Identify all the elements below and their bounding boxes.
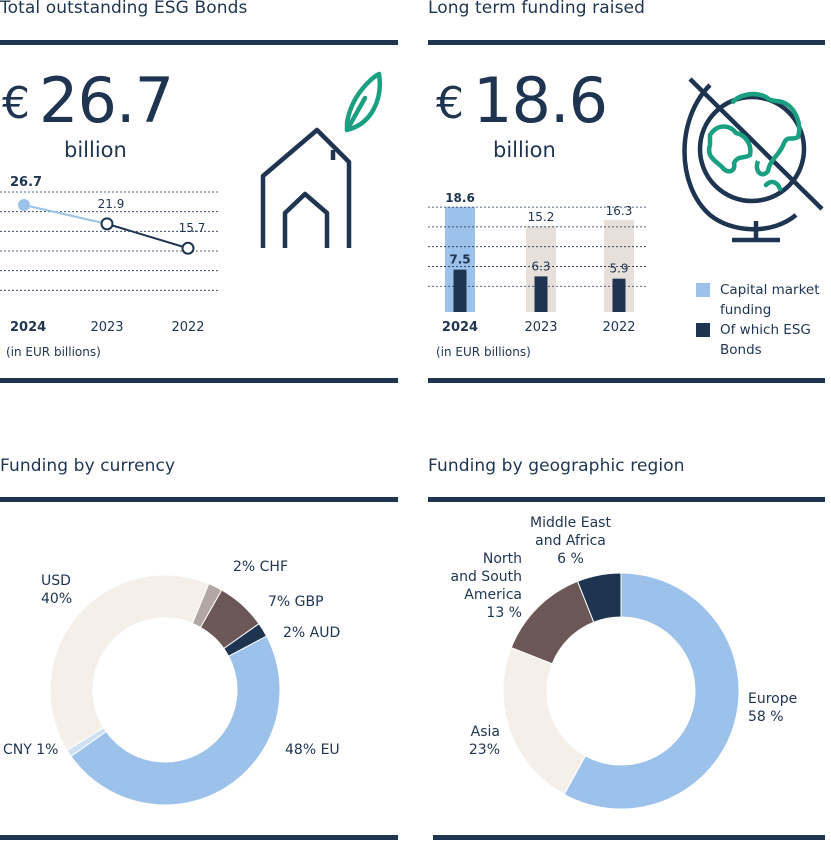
currency-label-eu: 48% EU bbox=[285, 742, 340, 758]
currency-slice-eu bbox=[70, 635, 281, 806]
legend-label-esg-bonds: Of which ESG Bonds bbox=[720, 322, 811, 358]
region-slice-middle-east-and-africa bbox=[576, 572, 622, 623]
funding-bar-esg bbox=[534, 276, 548, 312]
funding-bar-chart: 18.6 15.2 16.3 7.5 6.3 5.9 2024 2023 2022 bbox=[428, 191, 648, 335]
funding-unit: billion bbox=[493, 138, 556, 162]
esg-bonds-bottom-rule bbox=[0, 378, 398, 383]
funding-top-rule bbox=[428, 40, 825, 45]
lbl-amer-line: 13 % bbox=[486, 605, 522, 621]
lbl-asia-line: Asia bbox=[470, 724, 500, 740]
esg-bonds-currency: € bbox=[2, 78, 30, 129]
funding-bar-esg bbox=[453, 269, 467, 312]
funding-units-note: (in EUR billions) bbox=[436, 345, 531, 359]
esg-x-tick-label: 2023 bbox=[90, 320, 123, 335]
currency-label-usd-value: 40% bbox=[41, 591, 73, 607]
region-bottom-rule bbox=[433, 835, 825, 840]
funding-bar-label-capital: 16.3 bbox=[606, 204, 633, 218]
funding-x-tick-label: 2024 bbox=[442, 320, 478, 335]
esg-point bbox=[18, 198, 30, 211]
legend-item-esg-bonds: Of which ESG Bonds bbox=[696, 320, 831, 360]
esg-bonds-headline: €26.7 bbox=[2, 70, 174, 132]
funding-x-tick-label: 2022 bbox=[602, 320, 635, 335]
currency-slice-usd bbox=[49, 574, 210, 751]
region-label-asia: Asia 23% bbox=[440, 723, 500, 759]
esg-line-segment bbox=[106, 222, 189, 250]
funding-headline: €18.6 bbox=[436, 70, 608, 132]
lbl-eur-line: 58 % bbox=[748, 709, 784, 725]
region-slice-europe bbox=[563, 572, 740, 810]
esg-x-tick-label: 2022 bbox=[171, 320, 204, 335]
esg-point bbox=[181, 241, 195, 255]
legend-swatch-capital-market bbox=[696, 283, 710, 297]
currency-label-usd: USD 40% bbox=[41, 572, 72, 608]
house-leaf-icon bbox=[260, 71, 382, 248]
lbl-amer-line: America bbox=[464, 587, 522, 603]
funding-currency: € bbox=[436, 78, 464, 129]
funding-title: Long term funding raised bbox=[428, 0, 645, 18]
currency-slice-aud bbox=[223, 623, 268, 657]
funding-bar-label-esg: 6.3 bbox=[531, 259, 550, 273]
legend-swatch-esg-bonds bbox=[696, 323, 710, 337]
lbl-mea-line: Middle East bbox=[530, 515, 611, 531]
region-slice-north-and-south-america bbox=[510, 580, 595, 665]
region-slice-asia bbox=[502, 646, 587, 796]
esg-data-label: 21.9 bbox=[98, 197, 125, 211]
funding-bottom-rule bbox=[428, 378, 825, 383]
currency-title: Funding by currency bbox=[0, 456, 176, 476]
legend-item-capital-market: Capital market funding bbox=[696, 280, 831, 320]
funding-bar-label-capital: 15.2 bbox=[528, 210, 555, 224]
currency-label-usd-name: USD bbox=[41, 573, 71, 589]
esg-x-tick-label: 2024 bbox=[10, 320, 46, 335]
globe-icon bbox=[682, 77, 824, 243]
region-donut-chart bbox=[502, 572, 740, 810]
legend-label-capital-market: Capital market funding bbox=[720, 282, 820, 318]
currency-label-cny: CNY 1% bbox=[3, 742, 59, 758]
funding-bar-label-esg: 7.5 bbox=[449, 253, 470, 267]
lbl-amer-line: and South bbox=[450, 569, 522, 585]
esg-bonds-title: Total outstanding ESG Bonds bbox=[0, 0, 248, 18]
currency-label-gbp: 7% GBP bbox=[268, 594, 324, 610]
region-label-middle-east-africa: Middle East and Africa 6 % bbox=[523, 514, 618, 568]
esg-bonds-unit: billion bbox=[64, 138, 127, 162]
lbl-eur-line: Europe bbox=[748, 691, 798, 707]
currency-label-aud: 2% AUD bbox=[283, 625, 341, 641]
esg-bonds-line-chart: 26.7 2024 21.9 2023 15.7 2022 bbox=[0, 175, 218, 335]
funding-x-tick-label: 2023 bbox=[524, 320, 557, 335]
esg-bonds-top-rule bbox=[0, 40, 398, 45]
esg-line-segment bbox=[23, 204, 108, 225]
lbl-mea-line: 6 % bbox=[557, 551, 584, 567]
funding-bar-esg bbox=[612, 278, 626, 312]
funding-bar-label-esg: 5.9 bbox=[609, 262, 628, 276]
region-top-rule bbox=[428, 497, 825, 502]
esg-data-label: 26.7 bbox=[10, 175, 42, 190]
region-label-europe: Europe 58 % bbox=[748, 690, 797, 726]
currency-label-chf: 2% CHF bbox=[233, 559, 289, 575]
lbl-asia-line: 23% bbox=[468, 742, 500, 758]
esg-bonds-value: 26.7 bbox=[39, 64, 174, 137]
lbl-amer-line: North bbox=[482, 551, 522, 567]
region-title: Funding by geographic region bbox=[428, 456, 685, 476]
esg-point bbox=[100, 217, 114, 231]
lbl-mea-line: and Africa bbox=[535, 533, 606, 549]
currency-top-rule bbox=[0, 497, 398, 502]
esg-bonds-units-note: (in EUR billions) bbox=[6, 345, 101, 359]
funding-legend: Capital market funding Of which ESG Bond… bbox=[696, 280, 831, 360]
funding-value: 18.6 bbox=[473, 64, 608, 137]
funding-bar-label-capital: 18.6 bbox=[445, 191, 475, 205]
region-label-americas: North and South America 13 % bbox=[430, 550, 522, 622]
currency-bottom-rule bbox=[0, 835, 398, 840]
esg-data-label: 15.7 bbox=[179, 221, 206, 235]
currency-donut-chart bbox=[49, 574, 281, 806]
